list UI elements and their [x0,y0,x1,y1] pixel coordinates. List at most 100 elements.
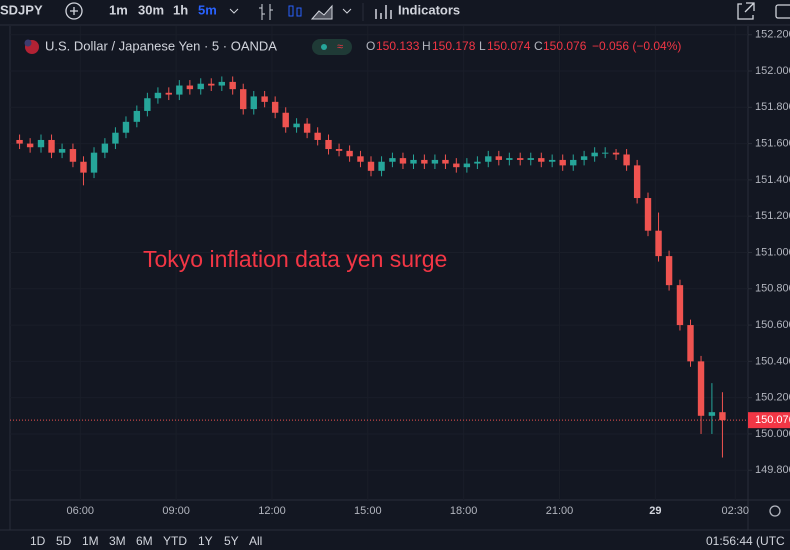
legend: U.S. Dollar / Japanese Yen · 5 · OANDA ≈… [24,38,681,55]
candle-body [442,159,449,164]
range-button[interactable]: All [249,534,262,548]
legend-title[interactable]: U.S. Dollar / Japanese Yen · 5 · OANDA [45,38,277,53]
bars-icon[interactable] [259,4,273,20]
market-status[interactable] [312,39,352,55]
range-button[interactable]: 5D [56,534,72,548]
candle-body [527,158,534,160]
candle-body [453,163,460,168]
candle-body [122,121,130,133]
dropdown-icon[interactable] [342,8,352,14]
interval-button[interactable]: 30m [138,2,164,17]
dropdown-icon[interactable] [229,8,239,14]
ohlc-label: H [422,39,431,53]
candle-body [697,361,705,416]
range-button[interactable]: 5Y [224,534,239,548]
candle-body [485,156,492,162]
candle-body [655,230,662,257]
x-tick-label: 09:00 [162,505,190,517]
candle-body [218,81,226,86]
x-tick-label: 29 [649,505,661,517]
range-button[interactable]: 3M [109,534,126,548]
candle-body [367,161,375,171]
candle-body [665,256,673,286]
range-button[interactable]: YTD [163,534,187,548]
candle-body [517,158,524,160]
status-icon: ≈ [337,41,343,53]
y-tick-label: 150.400 [755,355,790,367]
symbol[interactable]: SDJPY [0,2,43,17]
candle-body [676,285,684,326]
range-button[interactable]: 1Y [198,534,213,548]
camera-icon[interactable] [775,4,790,19]
candle-body [389,158,396,162]
x-tick-label: 06:00 [67,505,95,517]
candle-body [325,139,332,150]
x-tick-label: 12:00 [258,505,286,517]
range-button[interactable]: 1D [30,534,46,548]
plus-icon [70,7,78,15]
y-tick-label: 149.800 [755,464,790,476]
candles [16,76,726,458]
candle-body [37,139,45,148]
y-tick-label: 150.800 [755,283,790,295]
range-button[interactable]: 6M [136,534,153,548]
y-tick-label: 151.400 [755,174,790,186]
status-dot [321,44,327,50]
range-button[interactable]: 1M [82,534,99,548]
interval-button[interactable]: 1m [109,2,128,17]
candle-body [644,198,652,231]
last-price-label: 150.076 [755,414,790,426]
add-symbol-button[interactable] [65,2,83,20]
candle-body [26,143,34,148]
candle-body [474,161,481,164]
candle-body [186,85,194,90]
candle-body [463,163,471,168]
ohlc-label: O [366,39,375,53]
ohlc-value: 150.076 [543,39,587,53]
candle-body [399,158,407,164]
candle-body [612,152,620,155]
ohlc-label: L [479,39,486,53]
candle-body [687,325,694,362]
fullscreen-icon[interactable] [737,2,755,20]
candle-body [165,92,172,95]
change: −0.056 (−0.04%) [592,39,681,53]
ohlc-label: C [534,39,543,53]
interval-button[interactable]: 1h [173,2,188,17]
interval-button-active[interactable]: 5m [198,2,217,17]
settings-icon[interactable] [769,505,781,517]
indicators-button[interactable]: Indicators [398,2,460,17]
candle-body [69,149,77,162]
y-tick-label: 151.000 [755,246,790,258]
candle-body [208,83,215,86]
candle-body [335,149,343,151]
top-toolbar: SDJPY 1m 30m 1h 5m Indicators [0,2,790,26]
candle-body [495,156,502,160]
x-tick-label: 02:30 [721,505,749,517]
candle-body [601,152,609,154]
candle-body [271,101,279,113]
candle-body [538,158,545,162]
candle-body [250,96,257,110]
y-tick-label: 150.600 [755,319,790,331]
candle-body [559,159,566,166]
area-icon[interactable] [310,4,333,20]
candle-body [346,150,353,157]
y-tick-label: 151.800 [755,101,790,113]
y-tick-label: 152.200 [755,29,790,41]
indicators-icon[interactable] [375,5,392,19]
grid [10,26,748,500]
annotation: Tokyo inflation data yen surge [143,246,447,272]
candle-body [133,110,141,122]
candle-body [378,161,385,171]
candle-body [80,161,87,173]
candle-body [431,159,439,164]
candle-body [708,412,716,416]
x-tick-label: 18:00 [450,505,478,517]
bottom-bar: 1D 5D 1M 3M 6M YTD 1Y 5Y All 01:56:44 (U… [30,505,785,548]
candles-icon[interactable] [288,5,294,17]
candle-body [357,156,364,162]
candle-body [176,85,183,95]
ohlc-value: 150.178 [432,39,476,53]
